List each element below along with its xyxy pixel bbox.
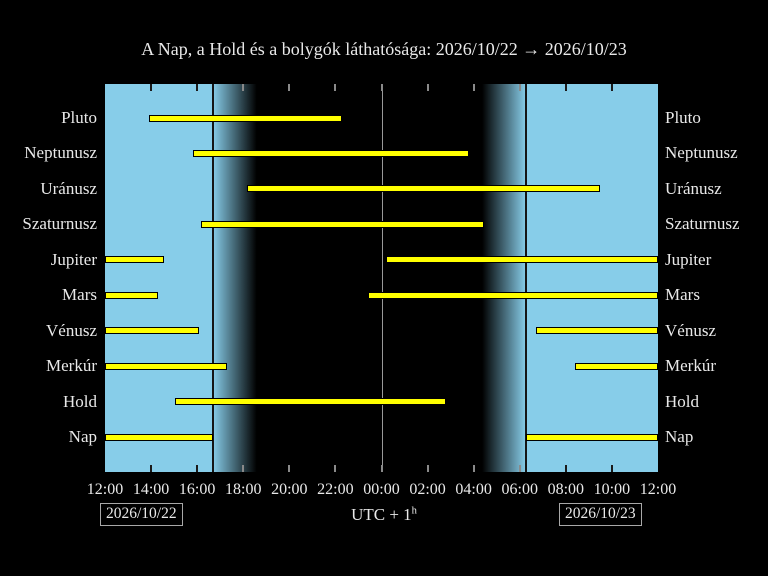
timezone-text: UTC + 1: [351, 505, 412, 524]
axis-tick-top: [380, 84, 383, 91]
axis-tick-bottom: [426, 465, 429, 472]
axis-tick-top: [242, 84, 245, 91]
row-label-left-nap: Nap: [68, 427, 97, 447]
visibility-bar-nap: [105, 433, 213, 441]
date-box-start: 2026/10/22: [100, 503, 183, 526]
axis-tick-bottom: [150, 465, 153, 472]
axis-tick-bottom: [334, 465, 337, 472]
visibility-bar-merkur: [105, 362, 228, 370]
solar-midnight-line: [381, 84, 384, 472]
axis-tick-bottom: [610, 465, 613, 472]
row-label-left-mars: Mars: [62, 285, 97, 305]
row-label-left-szaturnusz: Szaturnusz: [22, 214, 97, 234]
visibility-bar-pluto: [148, 114, 342, 122]
x-tick-label: 18:00: [225, 481, 262, 498]
row-label-left-hold: Hold: [63, 391, 97, 411]
axis-tick-bottom: [196, 465, 199, 472]
row-label-left-uranusz: Uránusz: [40, 178, 97, 198]
x-tick-label: 20:00: [271, 481, 308, 498]
row-label-left-pluto: Pluto: [61, 108, 97, 127]
row-label-left-merkur: Merkúr: [46, 356, 97, 376]
x-tick-label: 16:00: [178, 481, 216, 498]
visibility-bar-venusz: [105, 327, 200, 335]
visibility-bar-merkur: [575, 362, 658, 370]
plot-canvas: [105, 84, 658, 472]
visibility-bar-szaturnusz: [200, 220, 485, 228]
axis-tick-top: [196, 84, 199, 91]
axis-tick-top: [564, 84, 567, 91]
axis-tick-top: [518, 84, 521, 91]
axis-tick-bottom: [472, 465, 475, 472]
x-tick-label: 00:00: [363, 481, 400, 498]
visibility-bar-nap: [525, 433, 658, 441]
visibility-bar-mars: [367, 291, 658, 299]
x-tick-label: 06:00: [501, 481, 538, 498]
axis-tick-top: [426, 84, 429, 91]
axis-tick-top: [150, 84, 153, 91]
axis-tick-top: [334, 84, 337, 91]
x-tick-label: 02:00: [409, 481, 446, 498]
x-tick-label: 22:00: [317, 481, 354, 498]
row-label-left-jupiter: Jupiter: [50, 249, 97, 269]
row-label-left-venusz: Vénusz: [46, 320, 97, 340]
date-box-end: 2026/10/23: [559, 503, 642, 526]
axis-tick-bottom: [242, 465, 245, 472]
row-label-left-neptunusz: Neptunusz: [24, 143, 97, 163]
visibility-bar-venusz: [535, 327, 658, 335]
x-tick-label: 10:00: [593, 481, 631, 498]
visibility-bar-hold: [175, 398, 446, 406]
axis-tick-bottom: [518, 465, 521, 472]
row-label-right-pluto: Pluto: [665, 108, 701, 127]
plot-area: [103, 82, 660, 474]
x-tick-label: 04:00: [455, 481, 492, 498]
x-tick-label: 12:00: [639, 481, 677, 498]
visibility-bar-uranusz: [246, 185, 601, 193]
visibility-bar-mars: [105, 291, 158, 299]
axis-tick-top: [472, 84, 475, 91]
x-tick-label: 14:00: [132, 481, 170, 498]
visibility-bar-neptunusz: [192, 149, 470, 157]
row-label-right-merkur: Merkúr: [665, 356, 716, 376]
x-tick-label: 12:00: [86, 481, 124, 498]
visibility-bar-jupiter: [386, 256, 658, 264]
axis-tick-bottom: [564, 465, 567, 472]
visibility-bar-jupiter: [105, 256, 164, 264]
row-label-right-neptunusz: Neptunusz: [665, 143, 738, 163]
row-label-right-jupiter: Jupiter: [665, 249, 712, 269]
axis-tick-top: [288, 84, 291, 91]
row-label-right-szaturnusz: Szaturnusz: [665, 214, 740, 234]
axis-tick-bottom: [380, 465, 383, 472]
sunrise-line: [524, 84, 527, 472]
timezone-label: UTC + 1h: [0, 505, 768, 525]
row-label-right-uranusz: Uránusz: [665, 178, 722, 198]
sunset-line: [211, 84, 214, 472]
row-label-right-nap: Nap: [665, 427, 694, 447]
chart-title: A Nap, a Hold és a bolygók láthatósága: …: [141, 39, 627, 59]
row-label-right-venusz: Vénusz: [665, 320, 716, 340]
timezone-superscript: h: [411, 505, 417, 517]
x-tick-label: 08:00: [547, 481, 585, 498]
row-label-right-hold: Hold: [665, 391, 699, 411]
axis-tick-top: [610, 84, 613, 91]
row-label-right-mars: Mars: [665, 285, 700, 305]
axis-tick-bottom: [288, 465, 291, 472]
